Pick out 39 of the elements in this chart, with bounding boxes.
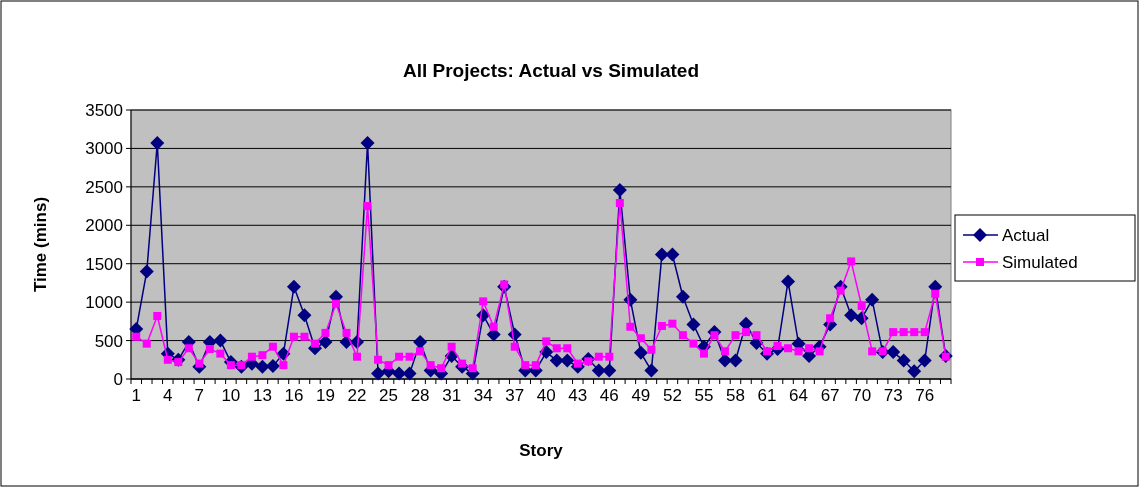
x-tick-label: 1 (131, 386, 141, 405)
y-tick-label: 2500 (85, 177, 123, 197)
x-tick-label: 19 (316, 386, 335, 405)
x-tick-label: 13 (252, 386, 272, 405)
y-tick-label: 2000 (85, 216, 123, 236)
x-tick-label: 31 (442, 386, 462, 405)
x-tick-label: 7 (194, 386, 205, 405)
x-tick-label: 58 (726, 386, 745, 405)
y-tick-label: 0 (113, 370, 123, 389)
x-tick-label: 76 (915, 386, 935, 405)
x-tick-label: 25 (379, 386, 399, 405)
x-tick-label: 43 (568, 386, 588, 405)
x-tick-label: 67 (820, 386, 840, 405)
x-tick-label: 40 (536, 386, 556, 405)
x-axis-title: Story (519, 441, 564, 460)
legend-label: Simulated (1002, 253, 1078, 272)
x-tick-label: 37 (505, 386, 525, 405)
x-tick-label: 61 (757, 386, 777, 405)
x-tick-label: 52 (662, 386, 682, 405)
x-tick-label: 73 (883, 386, 903, 405)
y-tick-label: 3500 (85, 101, 123, 120)
x-tick-label: 10 (221, 386, 241, 405)
legend-label: Actual (1002, 226, 1050, 245)
x-tick-label: 64 (789, 386, 809, 405)
y-tick-label: 500 (94, 331, 123, 351)
y-tick-label: 1500 (85, 254, 123, 274)
x-tick-label: 55 (694, 386, 714, 405)
y-axis-title: Time (mins) (31, 196, 50, 293)
x-tick-label: 4 (163, 386, 173, 405)
x-tick-label: 16 (284, 386, 304, 405)
x-tick-label: 22 (347, 386, 367, 405)
x-tick-label: 70 (852, 386, 872, 405)
x-tick-label: 46 (599, 386, 619, 405)
x-tick-label: 49 (631, 386, 651, 405)
y-tick-label: 1000 (85, 293, 123, 313)
x-tick-label: 34 (473, 386, 493, 405)
x-tick-label: 28 (410, 386, 430, 405)
y-tick-label: 3000 (85, 139, 123, 159)
chart-title: All Projects: Actual vs Simulated (403, 60, 699, 81)
